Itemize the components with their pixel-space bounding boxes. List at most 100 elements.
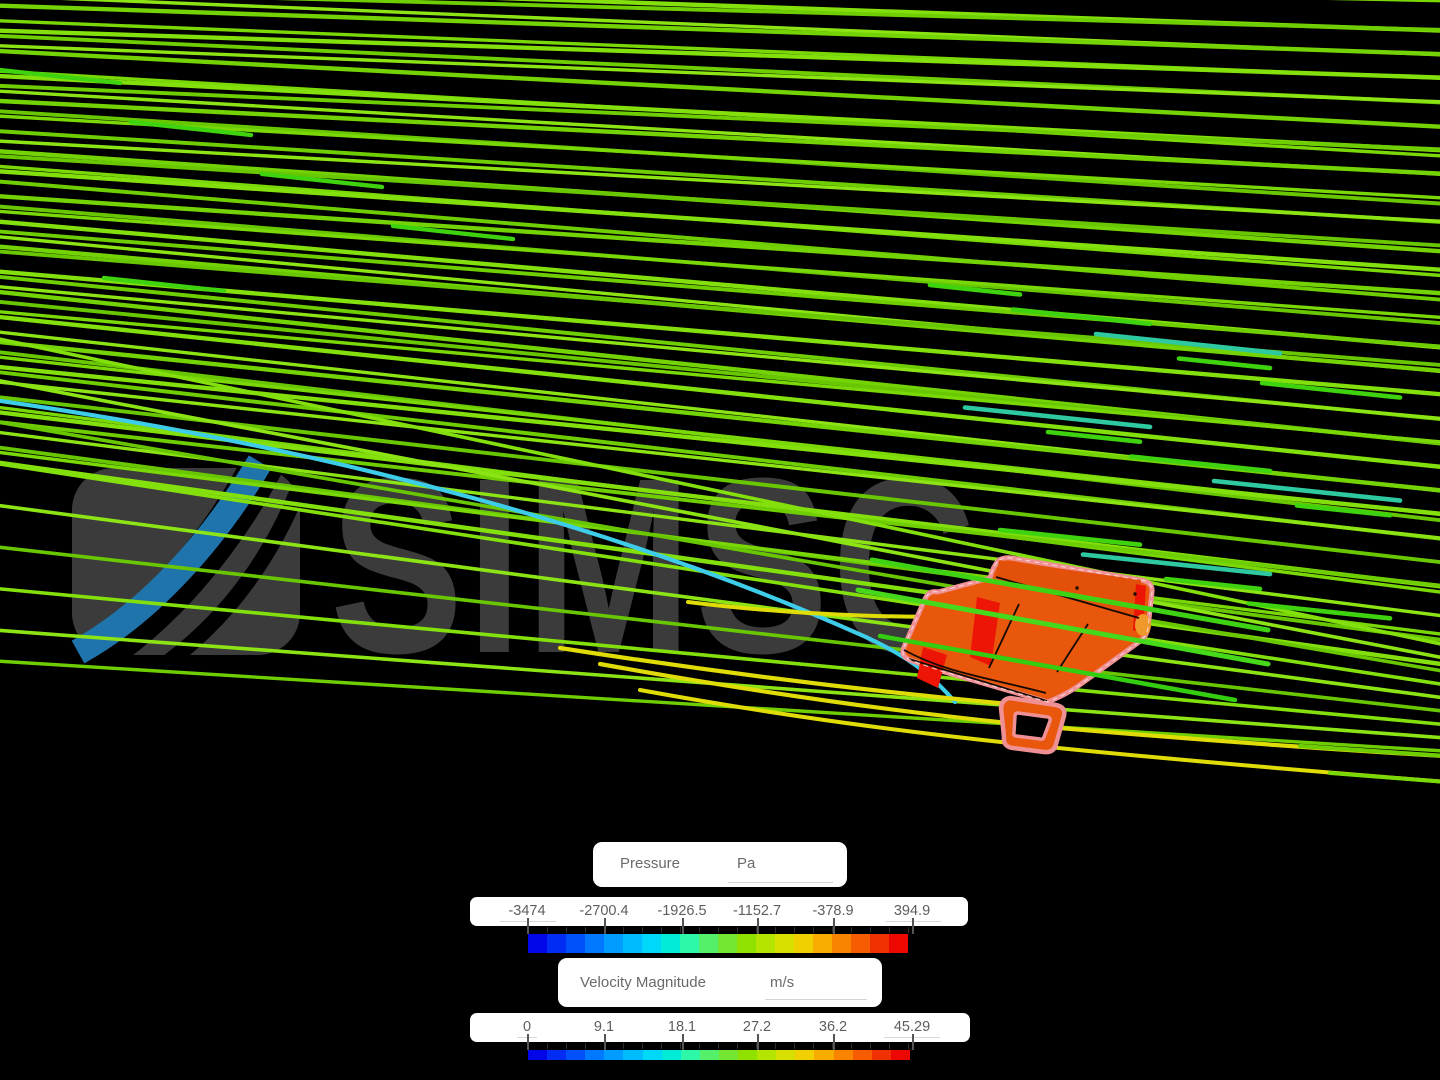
- minor-tick: [851, 927, 852, 933]
- minor-tick: [699, 927, 700, 933]
- pressure-legend-title: Pressure: [620, 855, 681, 872]
- minor-tick: [908, 1043, 909, 1049]
- minor-tick: [813, 927, 814, 933]
- scale-tick-label[interactable]: 45.29: [893, 1019, 931, 1035]
- streamline: [0, 3, 1440, 57]
- minor-tick: [737, 1043, 738, 1049]
- colorbar-cell: [642, 1050, 662, 1060]
- minor-tick: [547, 1043, 548, 1049]
- minor-tick: [661, 927, 662, 933]
- streamline: [1163, 576, 1263, 592]
- colorbar-cell: [680, 934, 699, 953]
- streamline: [0, 169, 1440, 272]
- colorbar-cell: [851, 934, 870, 953]
- streamline: [0, 285, 1440, 421]
- colorbar-cell: [528, 934, 547, 953]
- minor-tick: [813, 1043, 814, 1049]
- velocity-unit-field[interactable]: m/s: [770, 974, 795, 991]
- colorbar-cell: [718, 934, 737, 953]
- colorbar-cell: [889, 934, 908, 953]
- minor-tick: [680, 1043, 681, 1049]
- wing-outline-dash: [902, 557, 1153, 703]
- minor-tick: [794, 1043, 795, 1049]
- streamline: [1328, 771, 1440, 784]
- minor-tick: [680, 927, 681, 933]
- colorbar-cell: [870, 934, 889, 953]
- minor-tick: [642, 1043, 643, 1049]
- velocity-scale-ticks: [470, 1034, 970, 1050]
- streamline: [869, 557, 1271, 633]
- streamline: [0, 462, 1440, 686]
- pressure-unit-field[interactable]: Pa: [737, 855, 756, 872]
- pressure-legend-card: Pressure Pa: [593, 842, 847, 887]
- streamline: [0, 83, 1440, 152]
- colorbar-cell: [623, 1050, 643, 1060]
- minor-tick: [661, 1043, 662, 1049]
- minor-tick: [775, 927, 776, 933]
- streamline: [638, 688, 1440, 784]
- minor-tick: [623, 1043, 624, 1049]
- colorbar-cell: [814, 1050, 834, 1060]
- colorbar-cell: [776, 1050, 796, 1060]
- streamline: [1080, 552, 1273, 577]
- scale-tick-label: -2700.4: [579, 903, 629, 919]
- colorbar-cell: [547, 934, 566, 953]
- colorbar-cell: [547, 1050, 567, 1060]
- colorbar-cell: [890, 1050, 910, 1060]
- major-tick: [757, 1034, 759, 1050]
- scale-tick-label[interactable]: -3474: [508, 903, 546, 919]
- streamline: [0, 314, 1440, 469]
- colorbar-cell: [528, 1050, 548, 1060]
- major-tick: [833, 918, 835, 934]
- major-tick: [912, 918, 914, 934]
- streamline: [0, 503, 1440, 700]
- streamline: [0, 98, 1440, 176]
- scale-tick-label[interactable]: 0: [522, 1019, 532, 1035]
- streamline: [0, 310, 1440, 444]
- colorbar-cell: [775, 934, 794, 953]
- streamline: [0, 154, 1440, 248]
- minor-tick: [870, 1043, 871, 1049]
- pressure-scale-labels: -3474 -2700.4 -1926.5 -1152.7 -378.9 394.9: [470, 897, 968, 926]
- pressure-scale-ticks: [470, 918, 968, 934]
- streamline: [0, 587, 1440, 726]
- streamline: [0, 379, 1440, 659]
- major-tick: [757, 918, 759, 934]
- streamline: [997, 527, 1143, 548]
- colorbar-cell: [661, 934, 680, 953]
- colorbar-cell: [699, 934, 718, 953]
- wing-pylon-hole: [1012, 711, 1052, 741]
- streamline: [1246, 601, 1393, 621]
- colorbar-cell: [718, 1050, 739, 1060]
- streamline: [1010, 307, 1153, 327]
- scale-tick-label: 36.2: [818, 1019, 848, 1035]
- minor-tick: [889, 927, 890, 933]
- streamline: [855, 587, 1271, 667]
- colorbar-cell: [604, 934, 623, 953]
- streamline: [0, 337, 1440, 646]
- minor-tick: [566, 927, 567, 933]
- colorbar-cell: [852, 1050, 872, 1060]
- scale-tick-label: -1152.7: [732, 903, 782, 919]
- major-tick: [833, 1034, 835, 1050]
- minor-tick: [756, 927, 757, 933]
- velocity-unit-underline: [765, 999, 867, 1000]
- scale-tick-label: -378.9: [812, 903, 854, 919]
- minor-tick: [718, 927, 719, 933]
- major-tick: [604, 918, 606, 934]
- minor-tick: [623, 927, 624, 933]
- colorbar-cell: [680, 1050, 700, 1060]
- colorbar-cell: [737, 934, 756, 953]
- colorbar-cell: [832, 934, 851, 953]
- major-tick: [912, 1034, 914, 1050]
- colorbar-cell: [585, 1050, 605, 1060]
- streamline: [1093, 331, 1283, 356]
- velocity-scale-labels: 0 9.1 18.1 27.2 36.2 45.29: [470, 1013, 970, 1042]
- scale-tick-label[interactable]: 394.9: [893, 903, 931, 919]
- streamline: [0, 28, 1440, 80]
- colorbar-cell: [757, 1050, 777, 1060]
- colorbar-cell: [813, 934, 832, 953]
- colorbar-cell: [738, 1050, 758, 1060]
